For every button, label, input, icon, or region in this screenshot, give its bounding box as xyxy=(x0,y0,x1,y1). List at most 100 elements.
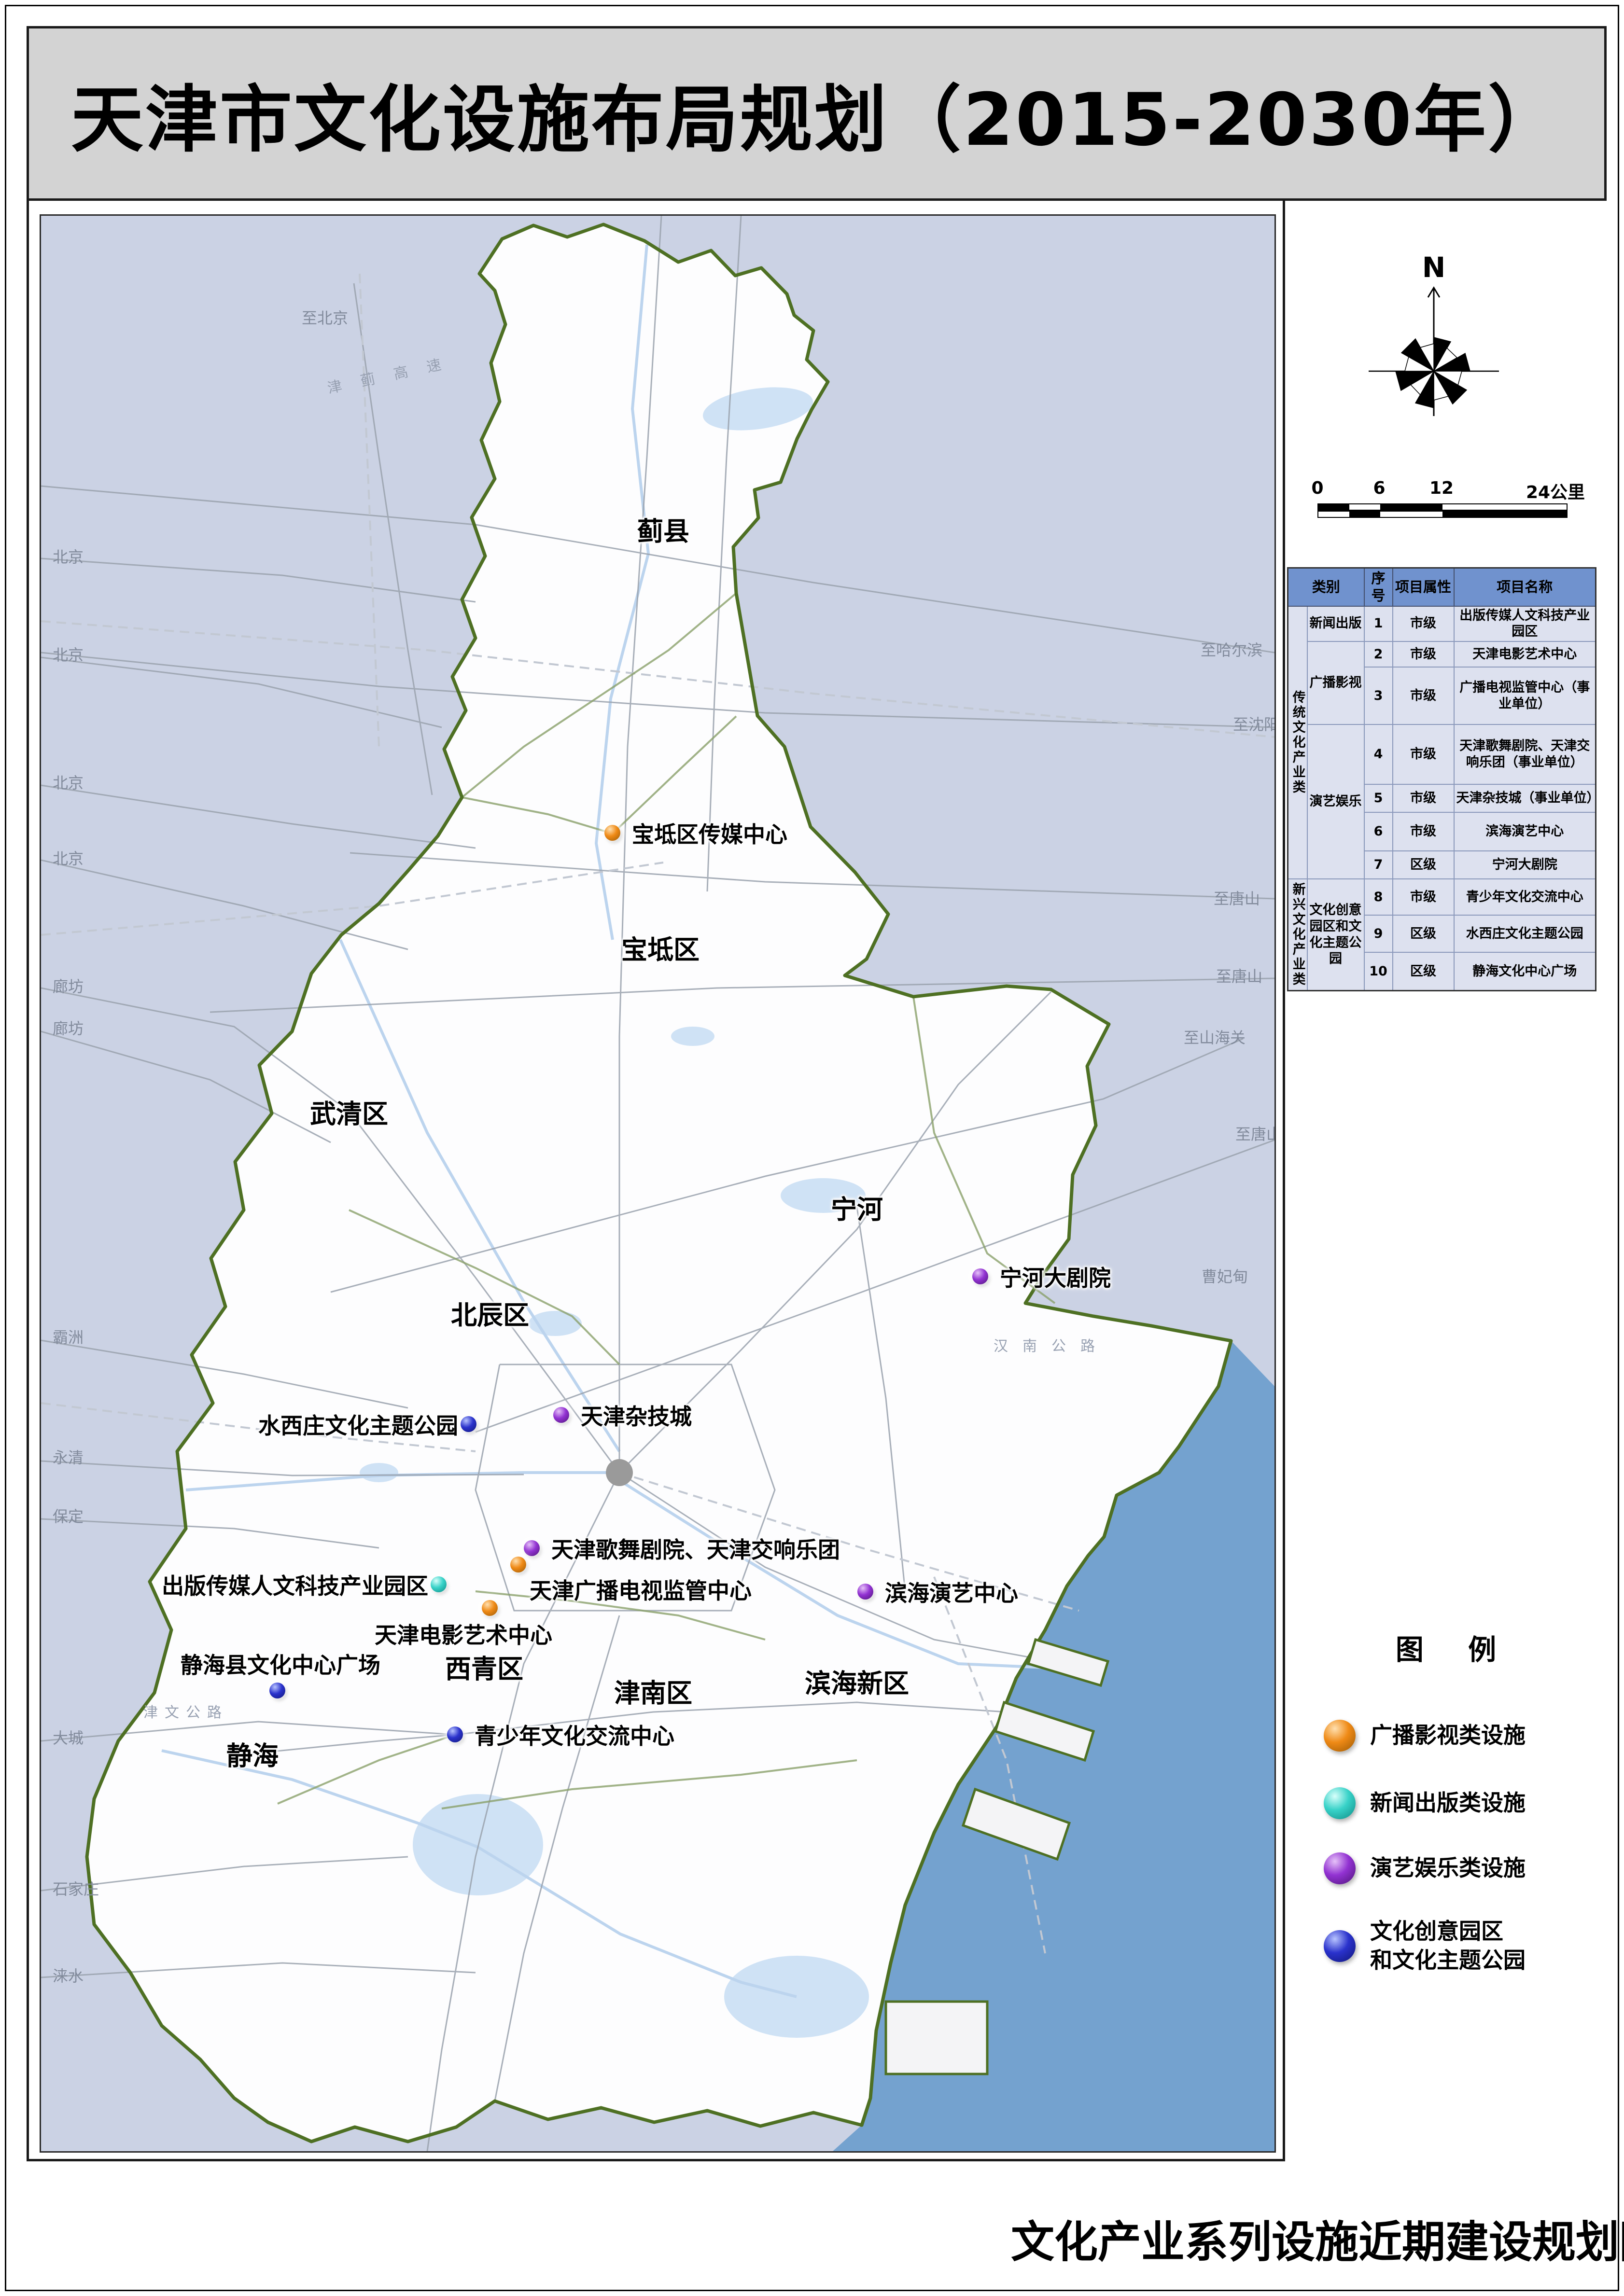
edge-label-to-shanhaiguan: 至山海关 xyxy=(1183,1029,1246,1047)
district-label-ninghe: 宁河 xyxy=(831,1194,883,1225)
compass-rose: N xyxy=(1369,251,1499,416)
legend-dot-cyan-icon xyxy=(1324,1787,1356,1819)
subcat-cell-broadcast: 广播影视 xyxy=(1306,641,1365,725)
page-title: 天津市文化设施布局规划（2015-2030年） xyxy=(70,78,1563,162)
table-header-row: 类别 序号 项目属性 项目名称 xyxy=(1287,567,1596,607)
district-label-jinghai: 静海 xyxy=(226,1740,279,1771)
legend-item-broadcast: 广播影视类设施 xyxy=(1324,1720,1526,1752)
subcat-cell-creative-park: 文化创意园区和文化主题公园 xyxy=(1306,878,1365,991)
district-boundaries xyxy=(277,592,1056,1809)
edge-label-to-harbin: 至哈尔滨 xyxy=(1200,641,1262,659)
scale-tick-6: 6 xyxy=(1373,478,1386,498)
edge-label-beijing-2: 北京 xyxy=(53,646,84,664)
group-cell-emerging: 新兴文化产业类 xyxy=(1287,878,1308,991)
legend-title: 图 例 xyxy=(1395,1633,1514,1666)
facility-label-acrobatics-city: 天津杂技城 xyxy=(581,1404,692,1430)
legend-item-press: 新闻出版类设施 xyxy=(1324,1787,1526,1819)
edge-label-dacheng: 大城 xyxy=(53,1729,84,1747)
facility-dot-binhai-arts xyxy=(857,1584,873,1600)
facility-label-binhai-arts: 滨海演艺中心 xyxy=(885,1580,1018,1606)
map-panel: 蓟县 宝坻区 武清区 宁河 北辰区 西青区 津南区 滨海新区 静海 宝坻区传媒中… xyxy=(40,214,1276,2153)
subcat-cell-performing: 演艺娱乐 xyxy=(1306,724,1365,879)
district-label-beichen: 北辰区 xyxy=(451,1300,529,1331)
table-row: 9 区级 水西庄文化主题公园 xyxy=(1288,914,1596,953)
panel-divider xyxy=(1283,201,1285,2161)
table-row: 5 市级 天津杂技城（事业单位） xyxy=(1288,784,1596,813)
facility-label-broadcast-center: 天津广播电视监管中心 xyxy=(530,1578,752,1604)
scale-tick-12: 12 xyxy=(1429,478,1454,498)
facility-dot-ninghe-theatre xyxy=(972,1268,988,1284)
railways xyxy=(41,273,1274,1954)
port-structures xyxy=(884,1638,1110,2075)
road-label-hannan-road: 汉南公路 xyxy=(994,1338,1109,1355)
legend-item-creative-park: 文化创意园区 和文化主题公园 xyxy=(1324,1917,1526,1975)
table-row: 6 市级 滨海演艺中心 xyxy=(1288,812,1596,851)
scale-bar: 0 6 12 24公里 xyxy=(1285,478,1607,536)
map-base-drawing xyxy=(41,216,1274,2151)
district-label-binhai: 滨海新区 xyxy=(805,1668,909,1699)
edge-label-shijiazhuang: 石家庄 xyxy=(53,1880,99,1898)
district-label-jinnan: 津南区 xyxy=(614,1678,692,1709)
facility-label-baodi-media: 宝坻区传媒中心 xyxy=(632,821,787,848)
city-core-circle xyxy=(606,1459,633,1486)
table-row: 传统文化产业类 新闻出版 1 市级 出版传媒人文科技产业园区 xyxy=(1287,605,1596,879)
scale-bar-top xyxy=(1317,503,1568,511)
scale-tick-24: 24公里 xyxy=(1526,483,1585,502)
facility-dot-shuixizhuang xyxy=(461,1416,476,1432)
edge-label-caofeidian: 曹妃甸 xyxy=(1201,1267,1248,1286)
facility-label-song-dance: 天津歌舞剧院、天津交响乐团 xyxy=(551,1537,840,1563)
col-header-attribute: 项目属性 xyxy=(1392,567,1455,607)
road-label-jinwen-road: 津文公路 xyxy=(143,1704,228,1721)
edge-label-beijing-4: 北京 xyxy=(53,849,84,868)
facility-dot-youth-center xyxy=(447,1726,463,1742)
edge-label-to-tangshan-2: 至唐山 xyxy=(1216,967,1262,986)
title-bar: 天津市文化设施布局规划（2015-2030年） xyxy=(27,26,1607,201)
district-label-jixian: 蓟县 xyxy=(637,516,689,547)
edge-label-baoding: 保定 xyxy=(53,1507,84,1526)
district-label-xiqing: 西青区 xyxy=(445,1654,523,1684)
tianjin-region xyxy=(87,224,1231,2142)
scale-bar-bottom xyxy=(1317,511,1568,518)
tianjin-border xyxy=(85,223,1233,2143)
rivers xyxy=(161,244,1067,1998)
facility-label-jinghai-plaza: 静海县文化中心广场 xyxy=(181,1652,380,1678)
facility-label-youth-center: 青少年文化交流中心 xyxy=(475,1723,674,1749)
facility-dot-broadcast-center xyxy=(510,1557,526,1572)
edge-label-beijing-1: 北京 xyxy=(53,548,84,566)
facility-dot-acrobatics-city xyxy=(553,1407,569,1423)
legend-dot-blue-icon xyxy=(1324,1930,1356,1962)
edge-label-langfang-2: 廊坊 xyxy=(53,1019,84,1038)
page-border xyxy=(5,5,1619,2291)
facility-label-ninghe-theatre: 宁河大剧院 xyxy=(1000,1265,1111,1291)
district-label-wuqing: 武清区 xyxy=(310,1099,388,1129)
edge-label-yongqing: 永清 xyxy=(53,1448,84,1467)
facility-label-film-art-center: 天津电影艺术中心 xyxy=(375,1622,552,1648)
legend-item-performing: 演艺娱乐类设施 xyxy=(1324,1852,1526,1884)
facility-label-shuixizhuang: 水西庄文化主题公园 xyxy=(258,1413,458,1439)
legend-dot-purple-icon xyxy=(1324,1852,1356,1884)
roads xyxy=(41,216,1274,2151)
col-header-category: 类别 xyxy=(1287,567,1365,607)
facility-dot-baodi-media xyxy=(604,825,620,841)
edge-label-beijing-3: 北京 xyxy=(53,774,84,792)
legend-dot-orange-icon xyxy=(1324,1720,1356,1752)
edge-label-to-shenyang: 至沈阳 xyxy=(1232,715,1276,734)
facility-dot-film-art-center xyxy=(482,1600,498,1616)
table-row: 广播影视 2 市级 天津电影艺术中心 xyxy=(1288,641,1596,725)
col-header-name: 项目名称 xyxy=(1453,567,1596,607)
subcat-cell-press: 新闻出版 xyxy=(1306,605,1365,642)
sheet-caption: 文化产业系列设施近期建设规划图 xyxy=(1011,2217,1624,2268)
edge-label-to-beijing: 至北京 xyxy=(302,309,349,327)
group-cell-traditional: 传统文化产业类 xyxy=(1287,605,1308,879)
facility-label-publishing-park: 出版传媒人文科技产业园区 xyxy=(162,1573,428,1599)
side-panel: N 0 6 12 24公里 xyxy=(1285,201,1607,2161)
edge-label-bazhou: 霸洲 xyxy=(53,1328,84,1347)
compass-north-label: N xyxy=(1422,251,1446,284)
scale-tick-0: 0 xyxy=(1311,478,1324,498)
edge-label-langfang-1: 廊坊 xyxy=(53,977,84,996)
facility-dot-song-dance xyxy=(524,1540,540,1556)
table-row: 3 市级 广播电视监管中心（事业单位） xyxy=(1288,667,1596,725)
edge-label-laishui: 涞水 xyxy=(53,1967,84,1985)
table-row: 演艺娱乐 4 市级 天津歌舞剧院、天津交响乐团（事业单位） xyxy=(1288,724,1596,879)
